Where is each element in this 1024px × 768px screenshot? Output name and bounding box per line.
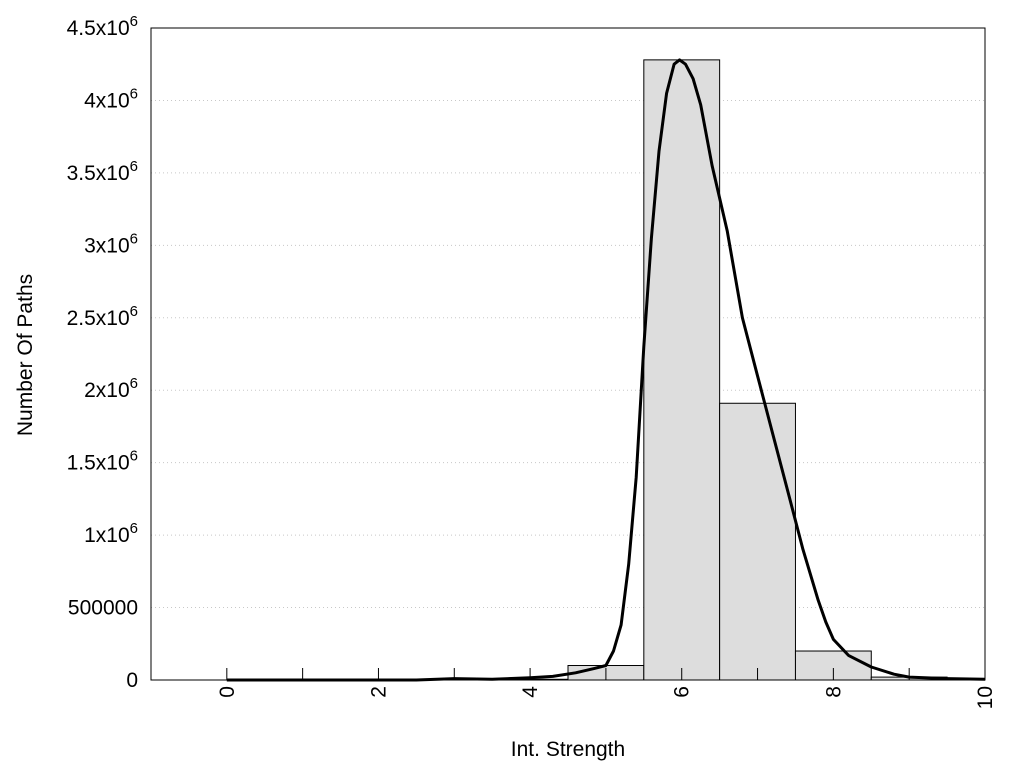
histogram-bar bbox=[719, 402, 796, 681]
y-axis-ticks: 0 500000 1x106 1.5x106 2x106 2.5x106 3x106 3.5x… bbox=[67, 13, 138, 692]
grid-lines bbox=[151, 99, 985, 609]
fit-curve bbox=[226, 58, 986, 682]
histogram-bars bbox=[491, 59, 986, 681]
y-tick-label: 4.5x106 bbox=[67, 13, 138, 40]
y-tick-label: 4x106 bbox=[84, 85, 138, 112]
y-tick-label: 2.5x106 bbox=[67, 303, 138, 330]
y-axis-title: Number Of Paths bbox=[14, 274, 37, 436]
x-axis-title: Int. Strength bbox=[511, 738, 625, 761]
x-tick-label: 4 bbox=[519, 686, 542, 698]
plot-frame bbox=[150, 27, 986, 681]
x-axis-ticks: 0 2 4 6 8 10 bbox=[216, 668, 997, 709]
y-tick-label: 2x106 bbox=[84, 375, 138, 402]
y-tick-label: 500000 bbox=[68, 597, 138, 620]
y-tick-label: 1x106 bbox=[84, 520, 138, 547]
x-tick-label: 10 bbox=[974, 686, 997, 709]
y-tick-label: 1.5x106 bbox=[67, 448, 138, 475]
x-tick-label: 6 bbox=[671, 686, 694, 698]
y-tick-label: 3.5x106 bbox=[67, 158, 138, 185]
fit-curve-line bbox=[226, 58, 986, 682]
x-tick-label: 0 bbox=[216, 686, 239, 698]
x-tick-label: 8 bbox=[822, 686, 845, 698]
x-tick-label: 2 bbox=[367, 686, 390, 698]
y-tick-label: 0 bbox=[126, 669, 138, 692]
y-tick-label: 3x106 bbox=[84, 230, 138, 257]
